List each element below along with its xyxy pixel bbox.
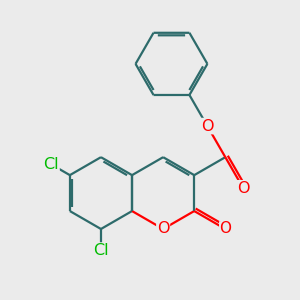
Text: Cl: Cl [44, 157, 59, 172]
Text: O: O [201, 118, 214, 134]
Text: O: O [237, 181, 250, 196]
Text: O: O [157, 221, 169, 236]
Text: O: O [219, 221, 231, 236]
Text: Cl: Cl [93, 243, 109, 258]
